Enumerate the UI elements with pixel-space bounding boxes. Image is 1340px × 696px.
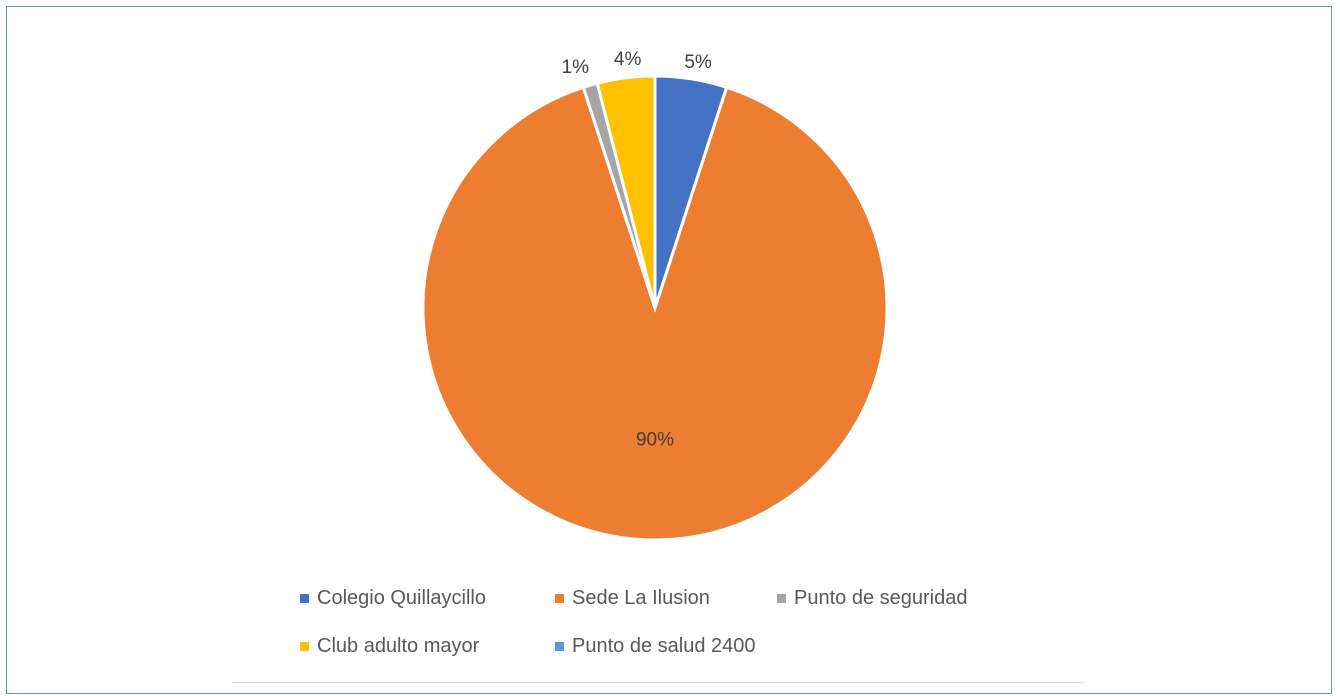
divider-line (232, 682, 1084, 683)
legend-item-colegio-quillaycillo: Colegio Quillaycillo (300, 585, 555, 611)
pie-slice-club-adulto-mayor (595, 74, 657, 309)
legend-label: Club adulto mayor (317, 634, 480, 657)
legend-item-sede-la-ilusion: Sede La Ilusion (555, 585, 777, 611)
legend-label: Punto de salud 2400 (572, 634, 756, 657)
legend-label: Punto de seguridad (794, 586, 968, 609)
legend-label: Colegio Quillaycillo (317, 586, 486, 609)
data-label-club-adulto-mayor: 4% (614, 49, 642, 70)
pie-slice-sede-la-ilusion (421, 85, 889, 542)
data-label-colegio-quillaycillo: 5% (684, 52, 712, 73)
legend-item-club-adulto-mayor: Club adulto mayor (300, 633, 555, 659)
legend-item-punto-de-salud-2400: Punto de salud 2400 (555, 633, 815, 659)
legend-swatch (300, 641, 309, 651)
legend-swatch (777, 593, 786, 603)
legend-item-punto-de-seguridad: Punto de seguridad (777, 585, 1037, 611)
pie-data-labels: 5% 90% 1% 4% (562, 49, 712, 451)
data-label-sede-la-ilusion: 90% (636, 430, 674, 451)
legend: Colegio Quillaycillo Sede La Ilusion Pun… (300, 585, 1060, 659)
legend-swatch (555, 641, 564, 651)
data-label-punto-de-seguridad: 1% (562, 57, 590, 78)
legend-swatch (555, 593, 564, 603)
legend-swatch (300, 593, 309, 603)
legend-label: Sede La Ilusion (572, 586, 710, 609)
pie-slices (421, 74, 889, 542)
